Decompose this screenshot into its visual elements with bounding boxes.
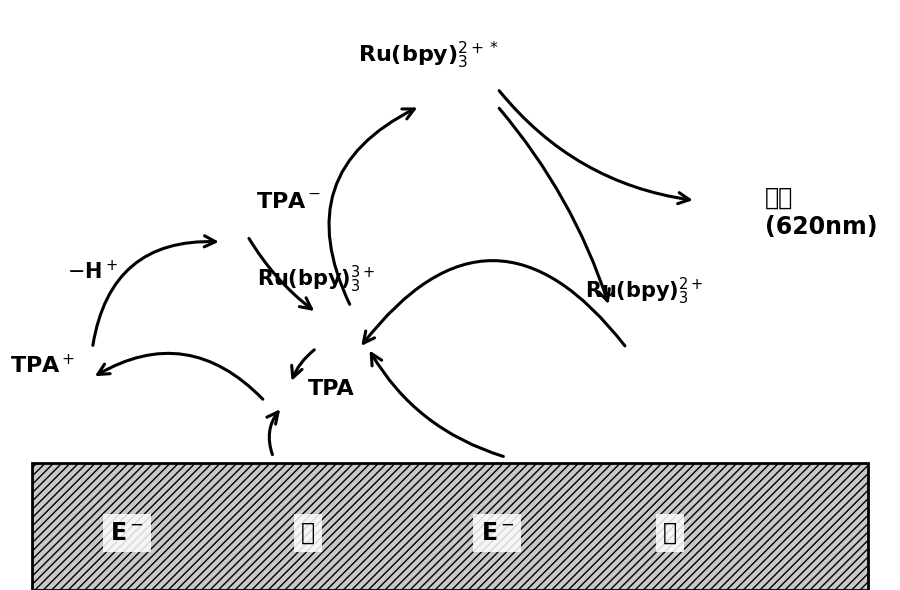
FancyArrowPatch shape (329, 109, 414, 304)
Text: 光子
(620nm): 光子 (620nm) (764, 185, 877, 240)
FancyArrowPatch shape (500, 109, 609, 301)
Text: TPA$^+$: TPA$^+$ (10, 354, 76, 378)
Text: E$^-$: E$^-$ (110, 521, 144, 545)
FancyArrowPatch shape (98, 353, 263, 399)
Text: 电: 电 (301, 521, 315, 545)
FancyArrowPatch shape (249, 238, 311, 309)
FancyArrowPatch shape (500, 91, 689, 204)
FancyArrowPatch shape (372, 353, 503, 457)
Bar (32, 463, 868, 590)
FancyArrowPatch shape (292, 350, 314, 378)
Text: TPA: TPA (308, 379, 355, 399)
FancyArrowPatch shape (93, 236, 215, 345)
Text: Ru(bpy)$_3^{2+}$: Ru(bpy)$_3^{2+}$ (585, 276, 703, 307)
Text: E$^-$: E$^-$ (481, 521, 514, 545)
Text: $-$H$^+$: $-$H$^+$ (67, 260, 117, 283)
Text: 极: 极 (662, 521, 677, 545)
FancyArrowPatch shape (267, 412, 278, 455)
Text: Ru(bpy)$_3^{2+*}$: Ru(bpy)$_3^{2+*}$ (358, 40, 500, 71)
Text: TPA$^-$: TPA$^-$ (256, 192, 321, 212)
FancyArrowPatch shape (364, 261, 625, 346)
Text: Ru(bpy)$_3^{3+}$: Ru(bpy)$_3^{3+}$ (257, 264, 375, 295)
